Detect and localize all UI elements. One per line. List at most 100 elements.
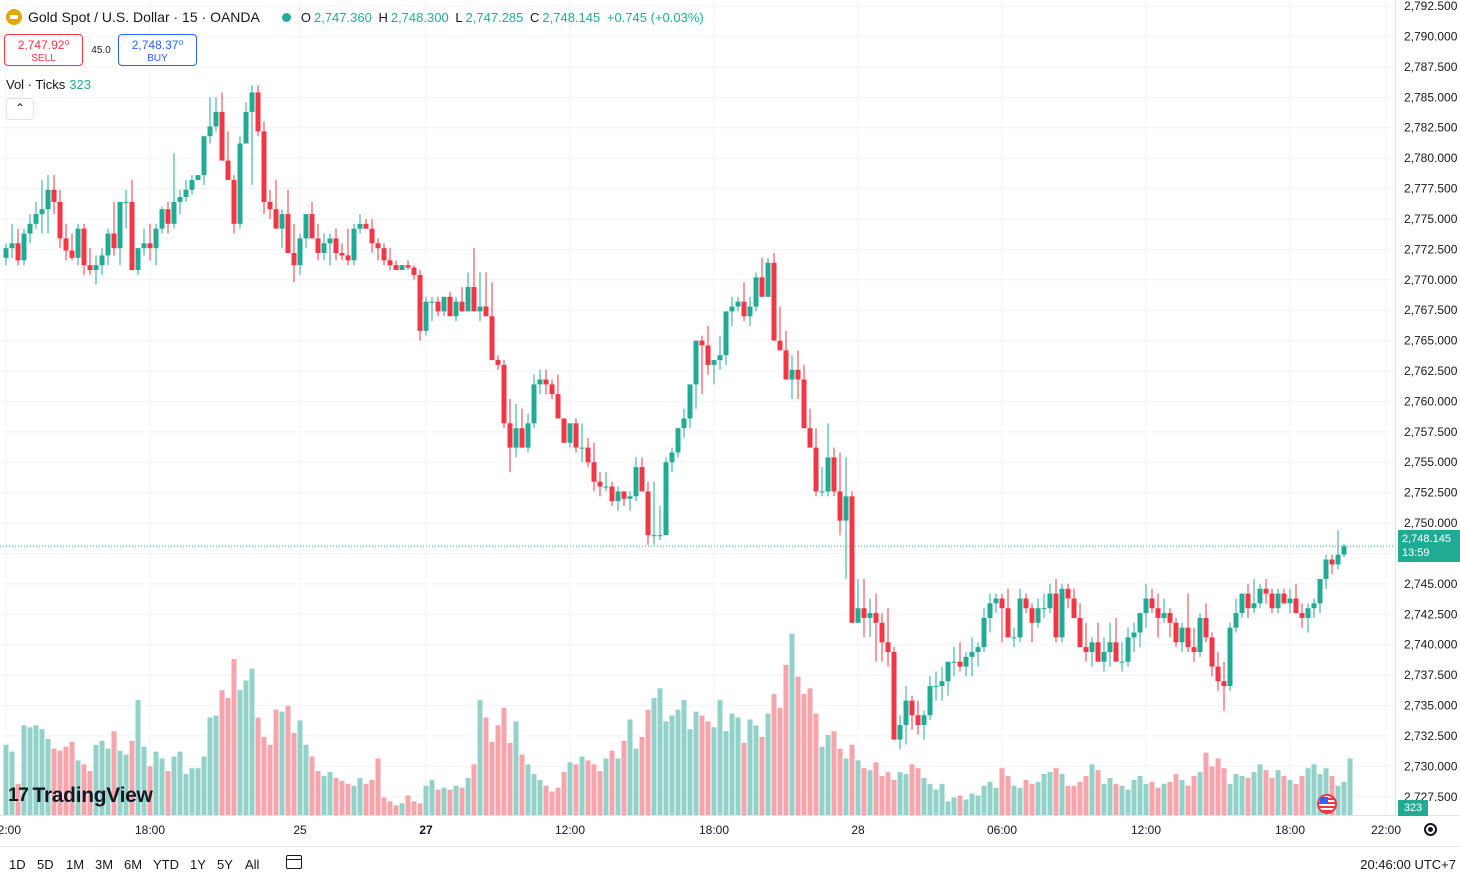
timeframe-6m[interactable]: 6M bbox=[124, 857, 143, 872]
price-tick-label: 2,790.000 bbox=[1404, 29, 1458, 43]
volume-bar bbox=[363, 783, 369, 815]
candle-body bbox=[159, 209, 165, 229]
candle-body bbox=[285, 214, 291, 254]
tradingview-logo[interactable]: 17 TradingView bbox=[8, 784, 153, 808]
candlesticks bbox=[3, 85, 1347, 750]
volume-bar bbox=[45, 738, 51, 815]
candle-body bbox=[825, 457, 831, 492]
volume-bar bbox=[603, 758, 609, 815]
timeframe-5y[interactable]: 5Y bbox=[217, 857, 233, 872]
candle-body bbox=[549, 384, 555, 395]
candle-body bbox=[345, 255, 351, 261]
candle-body bbox=[1227, 627, 1233, 687]
volume-bar bbox=[705, 721, 711, 815]
candle-body bbox=[603, 486, 609, 488]
candle-body bbox=[237, 143, 243, 224]
volume-bar bbox=[741, 742, 747, 815]
volume-bar bbox=[783, 664, 789, 815]
volume-bar bbox=[729, 713, 735, 815]
volume-bar bbox=[63, 746, 69, 815]
timeframe-1m[interactable]: 1M bbox=[66, 857, 85, 872]
timeframe-3m[interactable]: 3M bbox=[95, 857, 114, 872]
timeframe-ytd[interactable]: YTD bbox=[153, 857, 179, 872]
volume-bar bbox=[951, 797, 957, 815]
volume-bar bbox=[663, 721, 669, 815]
candle-body bbox=[651, 535, 657, 537]
candle-body bbox=[165, 209, 171, 224]
volume-bar bbox=[945, 801, 951, 815]
candle-body bbox=[849, 496, 855, 623]
volume-bar bbox=[309, 756, 315, 815]
candle-body bbox=[9, 243, 15, 249]
candle-body bbox=[915, 715, 921, 725]
volume-bar bbox=[987, 781, 993, 815]
candle-body bbox=[39, 209, 45, 215]
price-tick-label: 2,757.500 bbox=[1404, 425, 1458, 439]
volume-legend[interactable]: Vol · Ticks 323 bbox=[6, 77, 91, 92]
volume-bar bbox=[1191, 776, 1197, 815]
price-axis: 2,727.5002,730.0002,732.5002,735.0002,73… bbox=[1404, 0, 1458, 804]
volume-bar bbox=[849, 744, 855, 815]
candle-body bbox=[219, 111, 225, 161]
candle-body bbox=[363, 223, 369, 229]
volume-bar bbox=[459, 787, 465, 815]
candle-body bbox=[1173, 622, 1179, 643]
sell-button[interactable]: 2,747.92⁰ SELL bbox=[4, 34, 83, 66]
volume-bar bbox=[1317, 774, 1323, 815]
volume-bar bbox=[231, 659, 237, 815]
us-flag-icon[interactable] bbox=[1317, 794, 1337, 814]
gear-icon[interactable] bbox=[1424, 823, 1437, 836]
volume-bar bbox=[1347, 758, 1353, 815]
volume-bar bbox=[1161, 783, 1167, 815]
time-tick-label: 25 bbox=[293, 823, 307, 837]
symbol-title[interactable]: Gold Spot / U.S. Dollar · 15 · OANDA bbox=[28, 9, 260, 25]
candle-body bbox=[711, 360, 717, 365]
volume-bar bbox=[279, 711, 285, 815]
last-price-tag: 2,748.145 13:59 bbox=[1398, 530, 1460, 562]
collapse-chevron-icon[interactable]: ⌃ bbox=[6, 98, 34, 120]
calendar-range-icon[interactable] bbox=[286, 855, 302, 869]
candle-body bbox=[183, 189, 189, 198]
volume-bar bbox=[297, 720, 303, 815]
candle-body bbox=[483, 306, 489, 317]
volume-bar bbox=[969, 793, 975, 815]
volume-bar bbox=[375, 758, 381, 815]
market-open-dot-icon bbox=[281, 12, 291, 22]
volume-bar bbox=[879, 776, 885, 815]
volume-bar bbox=[291, 733, 297, 815]
timeframe-1y[interactable]: 1Y bbox=[190, 857, 206, 872]
symbol-legend[interactable]: Gold Spot / U.S. Dollar · 15 · OANDA O 2,… bbox=[6, 9, 707, 25]
candle-body bbox=[105, 233, 111, 256]
candle-body bbox=[195, 175, 201, 181]
volume-bar bbox=[831, 731, 837, 815]
clock[interactable]: 20:46:00 UTC+7 bbox=[1360, 857, 1456, 872]
volume-bar bbox=[369, 779, 375, 815]
candle-body bbox=[279, 214, 285, 229]
volume-bar bbox=[159, 758, 165, 815]
volume-bar bbox=[1089, 764, 1095, 815]
volume-bars bbox=[3, 633, 1353, 815]
timeframe-1d[interactable]: 1D bbox=[9, 857, 26, 872]
candle-body bbox=[207, 126, 213, 137]
volume-bar bbox=[465, 777, 471, 815]
volume-bar bbox=[393, 805, 399, 815]
buy-button[interactable]: 2,748.37⁰ BUY bbox=[118, 34, 197, 66]
volume-bar bbox=[1029, 783, 1035, 815]
volume-bar bbox=[807, 688, 813, 815]
candle-body bbox=[1197, 617, 1203, 652]
timeframe-all[interactable]: All bbox=[245, 857, 260, 872]
volume-bar bbox=[789, 633, 795, 815]
price-tick-label: 2,772.500 bbox=[1404, 242, 1458, 256]
timeframe-5d[interactable]: 5D bbox=[37, 857, 54, 872]
volume-bar bbox=[687, 729, 693, 815]
candle-body bbox=[987, 603, 993, 618]
price-tick-label: 2,740.000 bbox=[1404, 638, 1458, 652]
candle-body bbox=[1251, 603, 1257, 609]
candle-body bbox=[1257, 588, 1263, 604]
volume-bar bbox=[1299, 776, 1305, 815]
volume-bar bbox=[573, 764, 579, 815]
candle-body bbox=[333, 238, 339, 254]
candle-body bbox=[1143, 598, 1149, 614]
volume-bar bbox=[735, 717, 741, 815]
